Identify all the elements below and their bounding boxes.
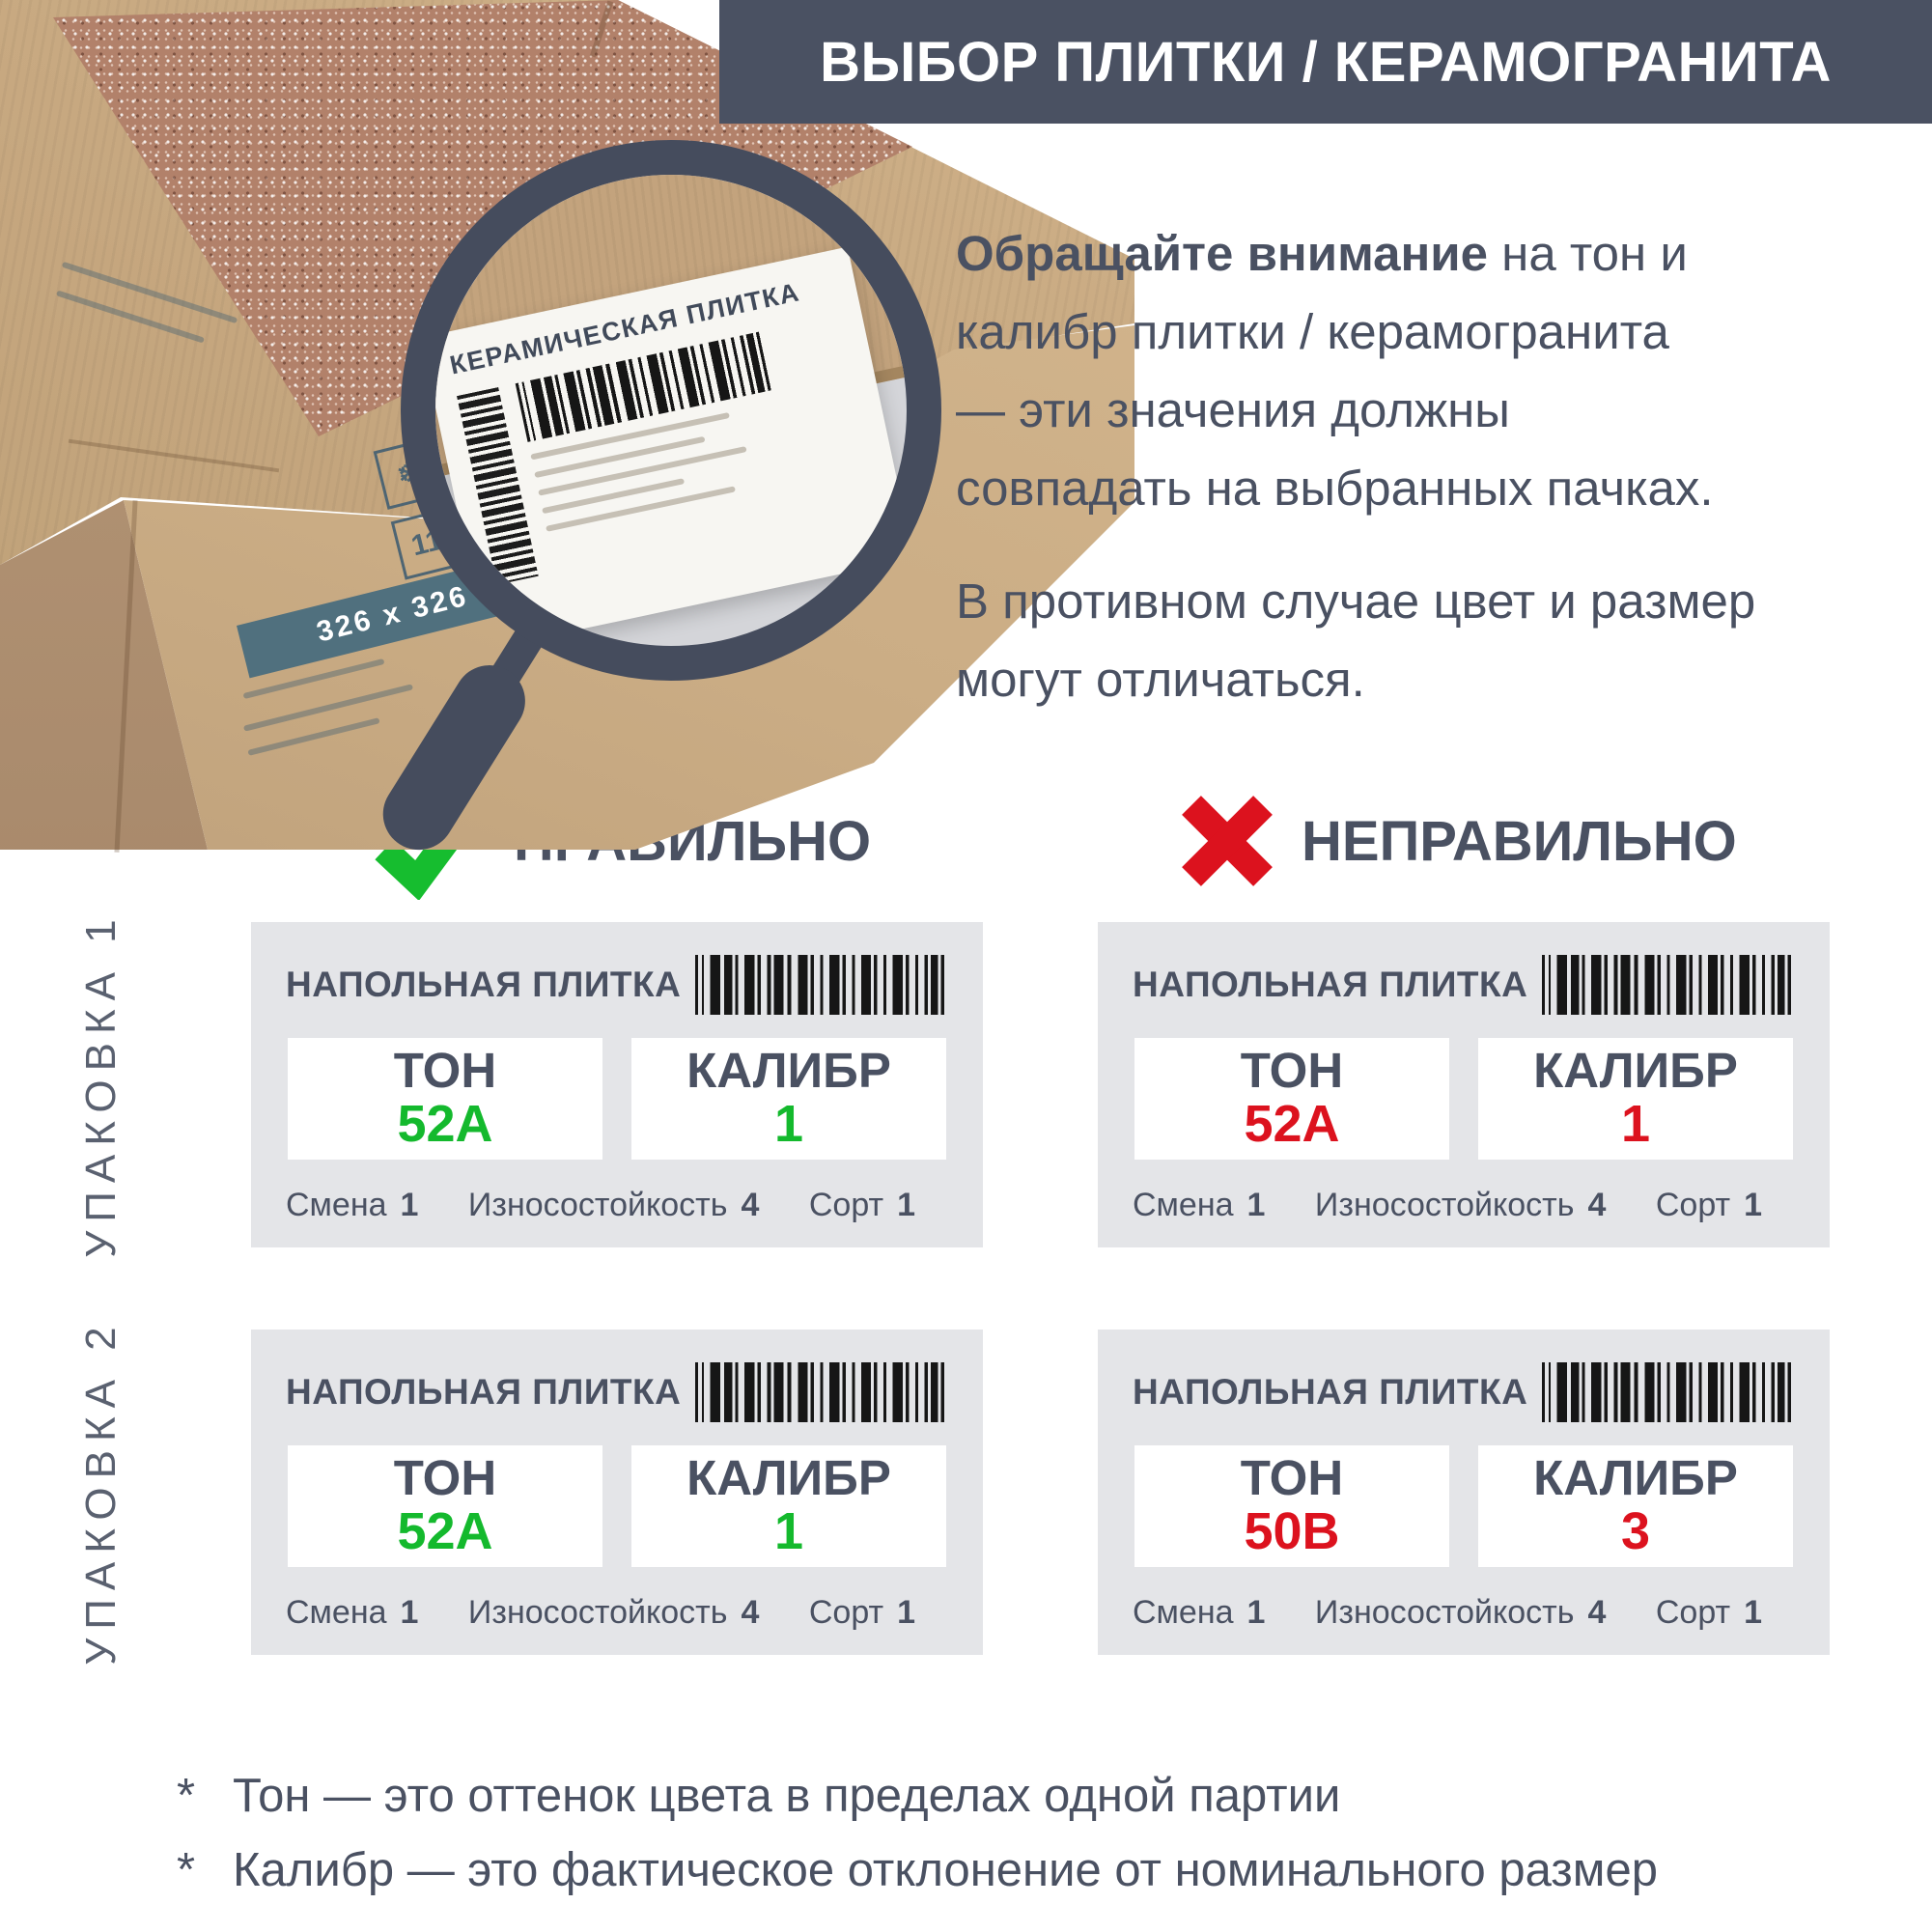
meta-label: Износостойкость <box>467 1187 728 1223</box>
meta-value: 1 <box>1246 1187 1266 1223</box>
package-2-text: УПАКОВКА 2 <box>77 1318 125 1666</box>
card-meta: Смена 1 Износостойкость 4 Сорт 1 <box>1133 1594 1795 1632</box>
sticker-text-line <box>534 435 706 479</box>
meta-value: 1 <box>897 1594 915 1631</box>
card-title: НАПОЛЬНАЯ ПЛИТКА <box>1133 1372 1528 1412</box>
tone-label: ТОН <box>393 1042 497 1098</box>
intro-line: В противном случае цвет и размер <box>956 574 1756 629</box>
caliber-box: КАЛИБР 1 <box>631 1038 946 1160</box>
sticker-text-line <box>542 478 686 515</box>
meta-label: Износостойкость <box>1314 1594 1575 1631</box>
intro-line: могут отличаться. <box>956 652 1365 707</box>
meta-label: Износостойкость <box>1314 1187 1575 1223</box>
meta-label: Сорт <box>1655 1187 1731 1223</box>
intro-lead-bold: Обращайте внимание <box>956 226 1489 281</box>
meta-value: 1 <box>1744 1187 1762 1223</box>
barcode-icon <box>695 1362 948 1422</box>
meta-value: 1 <box>400 1594 419 1631</box>
barcode-icon <box>1542 1362 1795 1422</box>
meta-label: Смена <box>1133 1187 1234 1223</box>
meta-value: 4 <box>741 1594 760 1631</box>
cross-icon <box>1182 796 1273 886</box>
meta-label: Смена <box>286 1187 387 1223</box>
meta-label: Сорт <box>808 1594 884 1631</box>
footnote-tone: * Тон — это оттенок цвета в пределах одн… <box>177 1759 1658 1834</box>
magnifier-icon: КЕРАМИЧЕСКАЯ ПЛИТКА <box>401 140 941 681</box>
package-2-label: УПАКОВКА 2 <box>29 1294 174 1690</box>
card-title: НАПОЛЬНАЯ ПЛИТКА <box>1133 965 1528 1004</box>
meta-value: 1 <box>897 1187 915 1223</box>
caliber-box: КАЛИБР 3 <box>1478 1445 1793 1567</box>
meta-value: 4 <box>741 1187 760 1223</box>
meta-value: 4 <box>1587 1187 1607 1223</box>
card-meta: Смена 1 Износостойкость 4 Сорт 1 <box>286 1187 948 1224</box>
meta-value: 1 <box>400 1187 419 1223</box>
card-title: НАПОЛЬНАЯ ПЛИТКА <box>286 965 682 1004</box>
label-card-pack1-correct: НАПОЛЬНАЯ ПЛИТКА ТОН 52A КАЛИБР 1 Смена 1… <box>251 922 983 1247</box>
footnote-marker: * <box>177 1770 196 1822</box>
tone-value: 52A <box>1244 1094 1340 1153</box>
intro-line: калибр плитки / керамогранита <box>956 304 1669 359</box>
intro-paragraph-2: В противном случае цвет и размер могут о… <box>956 562 1912 718</box>
package-1-label: УПАКОВКА 1 <box>29 886 174 1282</box>
caliber-label: КАЛИБР <box>686 1449 891 1505</box>
intro-text: Обращайте внимание на тон и калибр плитк… <box>956 214 1912 718</box>
header-bar: ВЫБОР ПЛИТКИ / КЕРАМОГРАНИТА <box>719 0 1932 124</box>
tone-label: ТОН <box>1240 1449 1344 1505</box>
footnote-marker: * <box>177 1844 196 1896</box>
caliber-box: КАЛИБР 1 <box>1478 1038 1793 1160</box>
tone-box: ТОН 50B <box>1134 1445 1449 1567</box>
card-meta: Смена 1 Износостойкость 4 Сорт 1 <box>1133 1187 1795 1224</box>
caliber-value: 1 <box>773 1094 804 1153</box>
tone-box: ТОН 52A <box>288 1038 602 1160</box>
intro-lead-rest: на тон и <box>1488 226 1688 281</box>
intro-line: Обращайте внимание на тон и <box>956 214 1912 293</box>
tone-label: ТОН <box>1240 1042 1344 1098</box>
barcode-icon <box>695 955 948 1015</box>
meta-label: Смена <box>286 1594 387 1631</box>
meta-label: Сорт <box>1655 1594 1731 1631</box>
tone-value: 50B <box>1244 1501 1340 1560</box>
label-card-pack1-incorrect: НАПОЛЬНАЯ ПЛИТКА ТОН 52A КАЛИБР 1 Смена 1… <box>1098 922 1830 1247</box>
caliber-value: 1 <box>1620 1094 1651 1153</box>
tone-value: 52A <box>397 1094 493 1153</box>
barcode-icon <box>1542 955 1795 1015</box>
footnote-text: Калибр — это фактическое отклонение от н… <box>233 1844 1658 1896</box>
verdict-incorrect: НЕПРАВИЛЬНО <box>1180 794 1737 888</box>
tone-box: ТОН 52A <box>1134 1038 1449 1160</box>
caliber-label: КАЛИБР <box>1533 1449 1738 1505</box>
meta-value: 4 <box>1587 1594 1607 1631</box>
intro-line: — эти значения должны <box>956 382 1510 437</box>
tone-value: 52A <box>397 1501 493 1560</box>
meta-value: 1 <box>1744 1594 1762 1631</box>
meta-value: 1 <box>1246 1594 1266 1631</box>
page-title: ВЫБОР ПЛИТКИ / КЕРАМОГРАНИТА <box>820 30 1832 94</box>
label-card-pack2-incorrect: НАПОЛЬНАЯ ПЛИТКА ТОН 50B КАЛИБР 3 Смена 1… <box>1098 1330 1830 1655</box>
footnote-text: Тон — это оттенок цвета в пределах одной… <box>233 1770 1341 1822</box>
footnote-caliber: * Калибр — это фактическое отклонение от… <box>177 1834 1658 1908</box>
meta-label: Износостойкость <box>467 1594 728 1631</box>
card-title: НАПОЛЬНАЯ ПЛИТКА <box>286 1372 682 1412</box>
meta-label: Сорт <box>808 1187 884 1223</box>
tone-box: ТОН 52A <box>288 1445 602 1567</box>
caliber-value: 3 <box>1620 1501 1651 1560</box>
card-meta: Смена 1 Износостойкость 4 Сорт 1 <box>286 1594 948 1632</box>
meta-label: Смена <box>1133 1594 1234 1631</box>
caliber-value: 1 <box>773 1501 804 1560</box>
caliber-box: КАЛИБР 1 <box>631 1445 946 1567</box>
caliber-label: КАЛИБР <box>1533 1042 1738 1098</box>
label-card-pack2-correct: НАПОЛЬНАЯ ПЛИТКА ТОН 52A КАЛИБР 1 Смена 1… <box>251 1330 983 1655</box>
package-1-text: УПАКОВКА 1 <box>77 910 125 1258</box>
intro-line: совпадать на выбранных пачках. <box>956 461 1714 516</box>
caliber-label: КАЛИБР <box>686 1042 891 1098</box>
footnotes: * Тон — это оттенок цвета в пределах одн… <box>177 1759 1658 1908</box>
tone-label: ТОН <box>393 1449 497 1505</box>
verdict-incorrect-label: НЕПРАВИЛЬНО <box>1302 809 1737 873</box>
